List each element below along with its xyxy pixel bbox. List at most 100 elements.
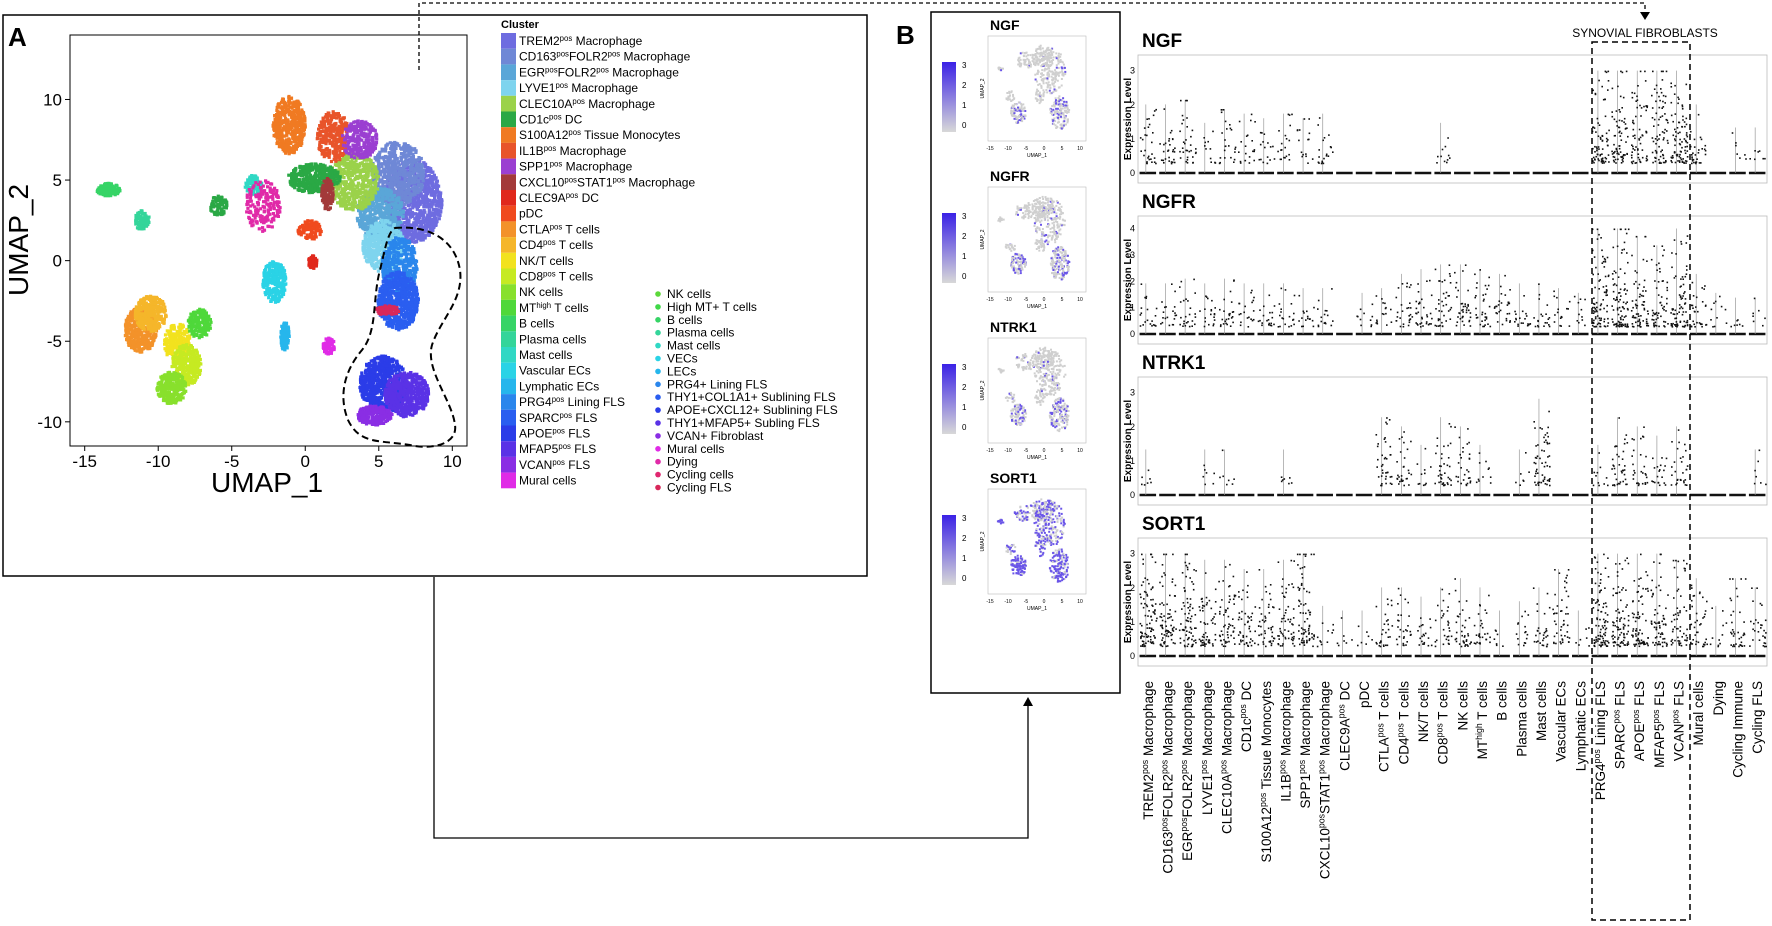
umap-cluster-points [279, 321, 291, 352]
violin [1552, 569, 1571, 658]
umap-x-tick-label: -5 [224, 452, 239, 471]
violin [1532, 587, 1551, 658]
legend-swatch [501, 142, 516, 159]
legend-swatch [501, 33, 516, 49]
legend-entry: Plasma cells [519, 332, 586, 346]
umap-cluster-points [307, 254, 319, 270]
legend-title: Cluster [501, 19, 540, 31]
colorbar-tick-label: 1 [962, 252, 967, 261]
legend-dot [655, 458, 661, 465]
violin-y-tick-label: 1 [1130, 617, 1135, 627]
legend-entry: CLEC10Apos Macrophage [519, 96, 655, 111]
colorbar-tick-label: 1 [962, 101, 967, 110]
mini-umap-colorbar [942, 213, 956, 283]
umap-cluster-points [341, 119, 379, 160]
violin-y-tick-label: 0 [1130, 329, 1135, 339]
umap-x-tick-label: 10 [443, 452, 462, 471]
colorbar-tick-label: 1 [962, 403, 967, 412]
colorbar-tick-label: 2 [962, 383, 967, 392]
solid-connector [433, 577, 1029, 839]
mini-umap-x-tick: 5 [1061, 448, 1064, 454]
legend-swatch [501, 111, 516, 128]
category-label: TREM2pos Macrophage [1140, 681, 1156, 820]
violin [1454, 578, 1472, 658]
violin [1689, 578, 1708, 658]
category-label: Cycling FLS [1750, 681, 1765, 754]
violin [1375, 417, 1393, 497]
expression-level-label: Expression Level [1123, 78, 1134, 160]
violin [1650, 553, 1669, 658]
mini-umap-x-tick: -5 [1024, 448, 1029, 454]
legend-dot [655, 368, 661, 375]
umap-x-tick-label: -15 [72, 452, 97, 471]
legend-entry: MThigh T cells [519, 300, 589, 315]
category-label: CXCL10posSTAT1pos Macrophage [1317, 681, 1333, 879]
violin [1277, 559, 1296, 658]
legend-swatch [501, 252, 516, 269]
legend-entry: Mural cells [519, 474, 576, 488]
legend-swatch [501, 158, 516, 175]
connector-arrows [418, 2, 1650, 839]
legend-entry: APOEpos FLS [519, 426, 590, 441]
violin [1159, 283, 1178, 336]
category-label: Dying [1711, 681, 1726, 716]
mini-umap-colorbar [942, 515, 956, 585]
violin [1355, 292, 1374, 336]
category-label: SPARCpos FLS [1612, 681, 1628, 769]
legend-entry: B cells [519, 317, 554, 331]
violin [1178, 99, 1197, 175]
colorbar-tick-label: 0 [962, 574, 967, 583]
violin [1748, 127, 1766, 175]
umap-cluster-points [383, 371, 431, 419]
category-label: CD163posFOLR2pos Macrophage [1159, 681, 1175, 874]
mini-umap-x-tick: -5 [1024, 599, 1029, 605]
category-label: MThigh T cells [1474, 681, 1490, 760]
violin [1355, 610, 1373, 658]
legend-entry: NK cells [667, 287, 711, 301]
violin [1237, 569, 1257, 658]
colorbar-tick-label: 0 [962, 272, 967, 281]
legend-swatch [501, 174, 516, 190]
legend-entry: Lymphatic ECs [519, 379, 599, 393]
violin [1650, 245, 1669, 336]
umap-x-tick-label: 5 [374, 452, 383, 471]
violin-y-tick-label: 1 [1130, 303, 1135, 313]
violin [1139, 553, 1158, 658]
violin [1375, 288, 1393, 336]
legend-entry: THY1+MFAP5+ Subling FLS [667, 416, 820, 430]
umap-plot-frame [69, 34, 468, 447]
dashed-arrowhead [1640, 12, 1650, 20]
violin [1611, 70, 1629, 175]
violin [1591, 70, 1610, 175]
umap-scatter [95, 94, 444, 427]
mini-umap-x-tick: 0 [1043, 146, 1046, 152]
legend-swatch [501, 331, 516, 347]
legend-entry: MFAP5pos FLS [519, 442, 596, 457]
umap-cluster-points [245, 179, 282, 233]
panel-a: A -15 -10 -5 0 5 10 10 5 0 -5 -10 UMAP_1 UMAP_2 C… [2, 14, 868, 577]
legend-entry: PRG4pos Lining FLS [519, 395, 625, 410]
mini-umap-x-tick: 0 [1043, 599, 1046, 605]
violin [1434, 122, 1451, 175]
violin [1572, 292, 1589, 336]
legend-entry: VECs [667, 352, 698, 366]
violin [1178, 553, 1197, 658]
violin [1611, 228, 1630, 336]
mini-umap-colorbar [942, 364, 956, 434]
legend-swatch [501, 378, 516, 395]
umap-cluster-points [321, 336, 336, 356]
violin-y-tick-label: 0 [1130, 490, 1135, 500]
violin [1611, 553, 1630, 658]
legend-entry: CD163posFOLR2pos Macrophage [519, 49, 691, 64]
violin [1748, 449, 1767, 497]
violin-y-tick-label: 4 [1130, 224, 1135, 234]
mini-umap-x-label: UMAP_1 [1027, 153, 1047, 159]
legend-entry: CXCL10posSTAT1pos Macrophage [519, 175, 695, 190]
synovial-fibroblast-highlight [1591, 41, 1691, 921]
umap-cluster-points [155, 370, 188, 405]
violin [1591, 228, 1610, 336]
legend-swatch [501, 64, 516, 81]
